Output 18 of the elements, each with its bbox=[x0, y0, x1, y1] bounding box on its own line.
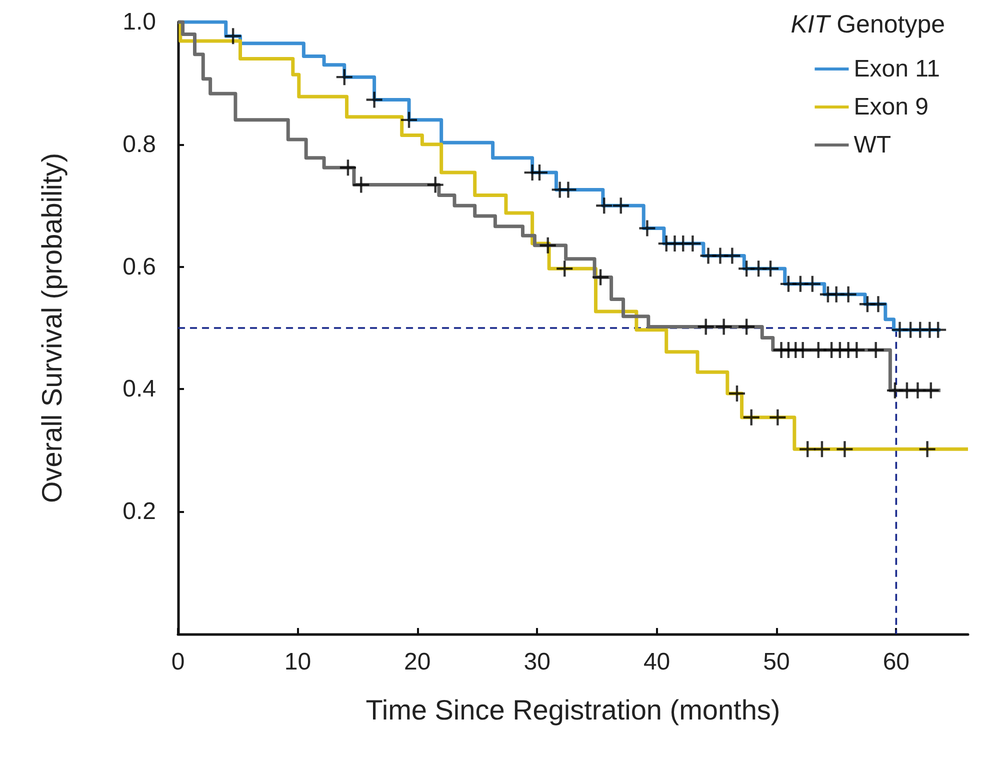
legend-title: KIT Genotype bbox=[790, 10, 946, 38]
x-tick-label: 30 bbox=[524, 648, 550, 676]
y-tick-label: 0.4 bbox=[122, 376, 156, 403]
legend-label: WT bbox=[854, 132, 892, 158]
x-tick-label: 10 bbox=[284, 648, 312, 676]
y-tick-label: 0.2 bbox=[122, 498, 156, 526]
legend-label: Exon 11 bbox=[854, 56, 940, 82]
y-tick-label: 0.6 bbox=[122, 253, 156, 280]
x-tick-label: 60 bbox=[882, 648, 910, 676]
x-axis-title: Time Since Registration (months) bbox=[366, 694, 780, 726]
y-tick-label: 0.8 bbox=[122, 130, 156, 158]
legend-label: Exon 9 bbox=[854, 94, 928, 120]
y-tick-label: 1.0 bbox=[122, 8, 156, 36]
x-tick-label: 50 bbox=[763, 648, 790, 676]
x-tick-label: 0 bbox=[171, 648, 185, 676]
x-tick-label: 40 bbox=[643, 648, 670, 676]
y-axis-title: Overall Survival (probability) bbox=[36, 152, 68, 504]
x-tick-label: 20 bbox=[404, 648, 431, 676]
